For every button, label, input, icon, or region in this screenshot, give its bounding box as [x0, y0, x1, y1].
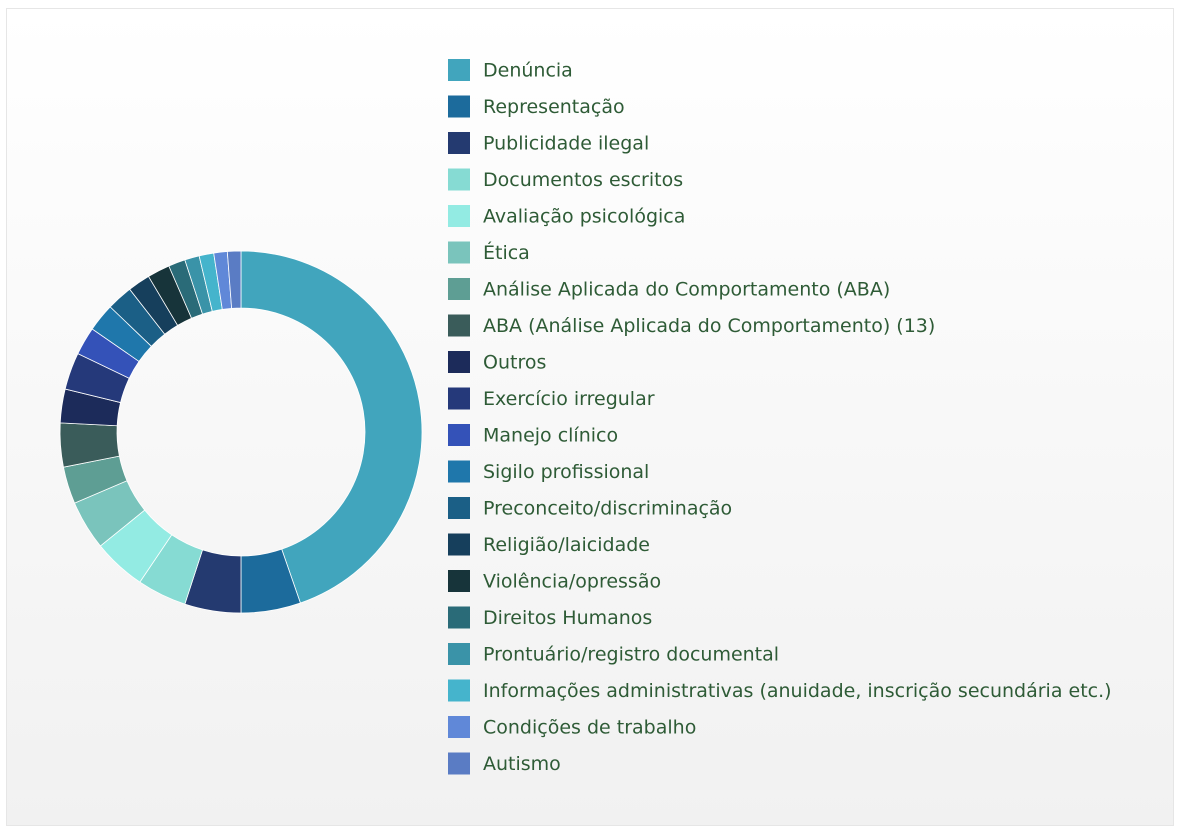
legend-swatch	[448, 570, 470, 592]
legend-swatch	[448, 716, 470, 738]
legend-label: Autismo	[483, 753, 561, 775]
legend-label: Condições de trabalho	[483, 717, 696, 739]
legend-label: ABA (Análise Aplicada do Comportamento) …	[483, 315, 935, 337]
legend-label: Representação	[483, 96, 625, 118]
legend-label: Violência/opressão	[483, 571, 661, 593]
legend-swatch	[448, 314, 470, 337]
legend-swatch	[448, 278, 470, 300]
legend-label: Informações administrativas (anuidade, i…	[483, 680, 1112, 702]
legend-label: Religião/laicidade	[483, 534, 650, 556]
legend-swatch	[448, 460, 470, 483]
legend-label: Preconceito/discriminação	[483, 498, 732, 520]
legend-label: Manejo clínico	[483, 425, 618, 447]
donut-slice	[226, 250, 242, 309]
legend-swatch	[448, 205, 470, 227]
legend-label: Análise Aplicada do Comportamento (ABA)	[483, 279, 890, 301]
legend-swatch	[448, 643, 470, 665]
legend-label: Documentos escritos	[483, 169, 683, 191]
legend-swatch	[448, 679, 470, 702]
legend-swatch	[448, 95, 470, 118]
legend-label: Outros	[483, 352, 546, 374]
card	[6, 8, 1174, 826]
legend-swatch	[448, 497, 470, 519]
legend-label: Denúncia	[483, 60, 573, 82]
legend-swatch	[448, 606, 470, 629]
legend-swatch	[448, 752, 470, 775]
legend-label: Avaliação psicológica	[483, 206, 685, 228]
legend-label: Sigilo profissional	[483, 461, 649, 483]
legend-label: Prontuário/registro documental	[483, 644, 779, 666]
legend-swatch	[448, 132, 470, 154]
legend-label: Ética	[483, 241, 530, 264]
legend-swatch	[448, 351, 470, 373]
legend-swatch	[448, 387, 470, 410]
donut-slice	[240, 250, 423, 604]
legend-label: Direitos Humanos	[483, 607, 652, 629]
legend-swatch	[448, 424, 470, 446]
legend-swatch	[448, 168, 470, 191]
legend-swatch	[448, 241, 470, 264]
legend-swatch	[448, 59, 470, 81]
legend-label: Publicidade ilegal	[483, 133, 649, 155]
legend-swatch	[448, 533, 470, 556]
legend-label: Exercício irregular	[483, 388, 655, 410]
